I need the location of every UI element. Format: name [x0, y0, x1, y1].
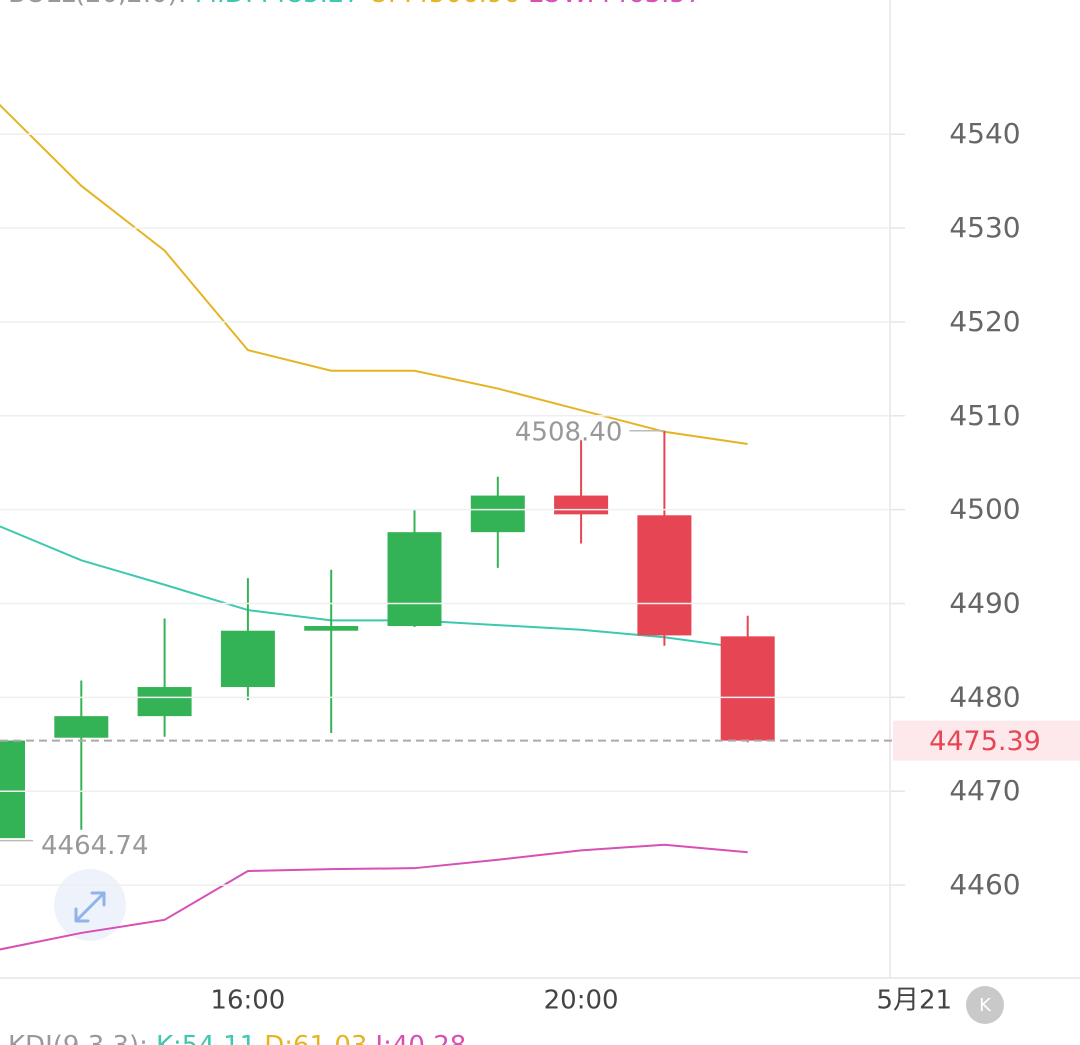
candle-body [470, 495, 525, 533]
last-price-label: 4475.39 [929, 726, 1041, 757]
k-button-label[interactable]: K [979, 995, 992, 1016]
y-tick-label: 4530 [949, 211, 1020, 244]
expand-icon[interactable] [54, 869, 126, 941]
y-tick-label: 4520 [949, 305, 1020, 338]
boll-line [0, 103, 748, 445]
candle-body [137, 687, 192, 717]
last-price-bg [893, 720, 1080, 761]
candle-body [0, 740, 25, 839]
plot [0, 103, 775, 951]
y-tick-label: 4540 [949, 117, 1020, 150]
boll-line [0, 525, 748, 650]
x-tick-label: 5月21 [876, 986, 952, 1016]
candle-body [387, 532, 442, 627]
x-tick-label: 20:00 [544, 986, 619, 1016]
y-tick-label: 4480 [949, 680, 1020, 713]
y-tick-label: 4490 [949, 587, 1020, 620]
k-button[interactable]: K [966, 986, 1004, 1024]
boll-legend: BOLL(20,2.0): MID:4485.27 UP:4506.96 LOW:44… [8, 0, 702, 9]
y-tick-label: 4470 [949, 774, 1020, 807]
extreme-label: 4464.74 [41, 831, 149, 861]
kdj-legend: KDJ(9,3,3): K:54.11 D:61.03 J:40.28 [8, 1031, 466, 1045]
y-tick-label: 4460 [949, 868, 1020, 901]
candle-body [554, 495, 609, 515]
candle-body [720, 636, 775, 741]
legend-item: MID:4485.27 [195, 0, 361, 9]
x-tick-label: 16:00 [210, 986, 285, 1016]
legend-item: UP:4506.96 [369, 0, 520, 9]
y-tick-label: 4500 [949, 493, 1020, 526]
k-button-bg[interactable] [966, 986, 1004, 1024]
candle-body [220, 630, 275, 688]
candle-body [304, 626, 359, 631]
kdj-item: D:61.03 [264, 1031, 367, 1045]
kdj-item: J:40.28 [373, 1031, 466, 1045]
boll-title: BOLL(20,2.0): [8, 0, 187, 9]
legend-item: LOW:4463.57 [528, 0, 702, 9]
extreme-label: 4508.40 [515, 417, 623, 447]
candle-body [637, 515, 692, 636]
boll-line [0, 843, 748, 951]
expand-arrows[interactable] [74, 891, 106, 923]
kdj-title: KDJ(9,3,3): [8, 1031, 148, 1045]
y-tick-label: 4510 [949, 399, 1020, 432]
kdj-item: K:54.11 [156, 1031, 256, 1045]
candle-body [54, 716, 109, 738]
